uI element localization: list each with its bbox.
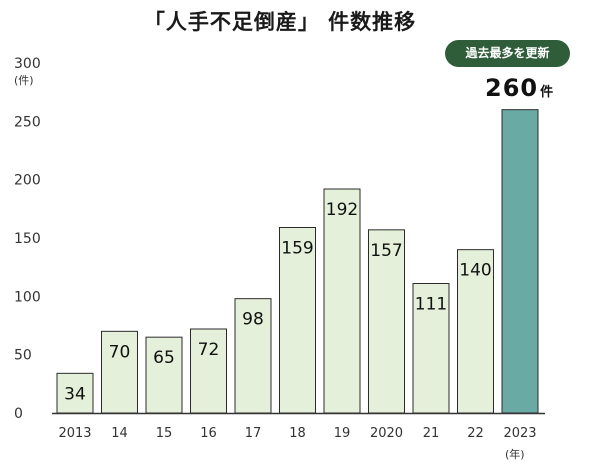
y-tick-label: 50 — [14, 348, 32, 364]
y-axis-unit: (件) — [14, 74, 34, 87]
bar — [190, 328, 227, 414]
y-tick-label: 100 — [14, 289, 41, 305]
y-tick-label: 150 — [14, 231, 41, 247]
x-tick-label: 18 — [289, 426, 306, 441]
highlight-value: 260 — [485, 74, 539, 102]
bar — [145, 336, 183, 414]
bar — [501, 109, 539, 414]
x-axis-unit: (年) — [505, 448, 525, 461]
data-label: 157 — [370, 241, 402, 261]
data-label: 140 — [459, 261, 491, 281]
y-tick-label: 300 — [14, 56, 41, 72]
record-high-badge: 過去最多を更新 — [445, 40, 570, 67]
bar — [56, 372, 94, 414]
x-tick-label: 17 — [245, 426, 262, 441]
bar — [323, 188, 361, 414]
data-label: 65 — [153, 348, 175, 368]
x-tick-label: 16 — [200, 426, 217, 441]
x-tick-label: 14 — [111, 426, 128, 441]
x-tick-label: 19 — [334, 426, 351, 441]
highlight-unit: 件 — [540, 85, 554, 100]
x-tick-label: 2023 — [503, 426, 536, 441]
x-tick-label: 2013 — [58, 426, 91, 441]
data-label: 70 — [109, 342, 131, 362]
highlight-callout: 260 件 — [485, 74, 553, 102]
data-label: 192 — [326, 200, 358, 220]
y-tick-label: 0 — [14, 406, 23, 422]
chart-title: 「人手不足倒産」 件数推移 — [143, 10, 417, 34]
y-tick-label: 250 — [14, 114, 41, 130]
bar — [412, 283, 450, 414]
bar — [234, 298, 272, 414]
x-tick-label: 21 — [423, 426, 440, 441]
x-tick-label: 22 — [467, 426, 484, 441]
x-tick-label: 2020 — [370, 426, 403, 441]
bar — [457, 249, 494, 414]
x-tick-label: 15 — [156, 426, 173, 441]
data-label: 159 — [281, 239, 313, 259]
bar — [279, 227, 316, 414]
data-label: 34 — [64, 384, 86, 404]
data-label: 72 — [198, 340, 220, 360]
data-label: 111 — [415, 295, 447, 315]
bar — [101, 330, 138, 414]
y-tick-label: 200 — [14, 173, 41, 189]
data-label: 98 — [242, 310, 264, 330]
